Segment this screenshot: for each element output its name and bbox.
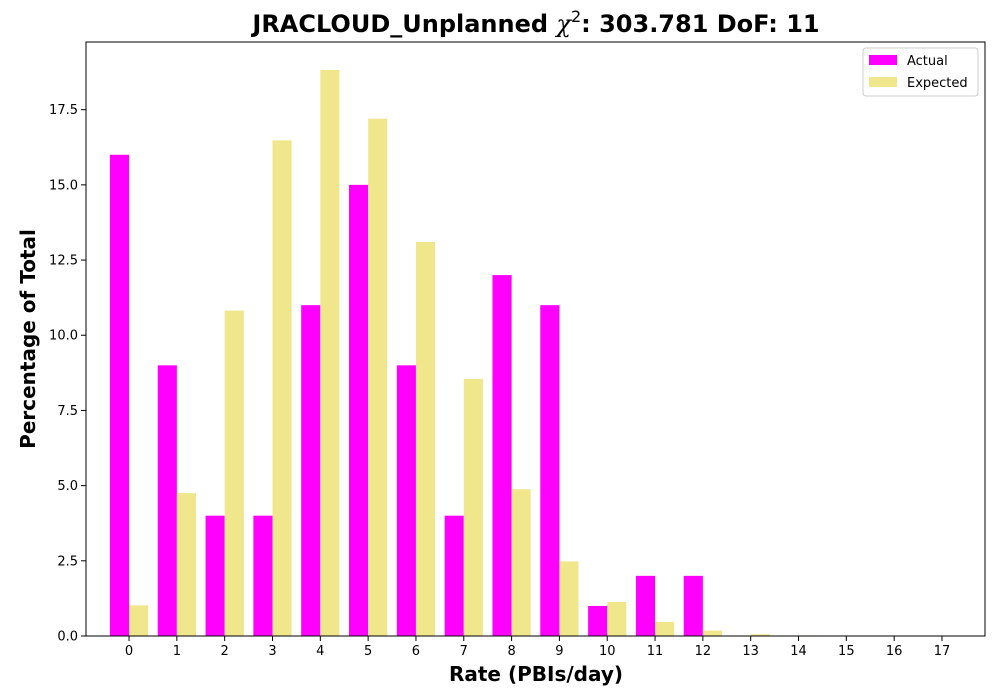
bar-expected-13 xyxy=(750,634,770,636)
bar-expected-7 xyxy=(463,378,483,636)
y-tick-label-5.0: 5.0 xyxy=(57,479,78,494)
bar-expected-0 xyxy=(129,605,149,636)
bar-actual-3 xyxy=(253,515,273,636)
legend-label-expected: Expected xyxy=(907,76,968,91)
x-tick-label-3: 3 xyxy=(268,644,276,659)
bar-expected-8 xyxy=(511,489,531,636)
bar-expected-6 xyxy=(415,242,436,636)
x-tick-label-13: 13 xyxy=(742,644,759,659)
x-axis-ticks: 0 1 2 3 4 5 6 7 8 9 10 11 12 13 14 15 16 17 xyxy=(125,636,950,659)
y-tick-label-15.0: 15.0 xyxy=(49,178,78,193)
bar-actual-11 xyxy=(635,575,656,636)
bar-actual-12 xyxy=(683,575,703,636)
bar-expected-2 xyxy=(224,310,244,636)
y-axis-ticks: 0.0 2.5 5.0 7.5 10.0 12.5 15.0 17.5 xyxy=(49,103,86,645)
legend-swatch-actual xyxy=(869,55,897,65)
x-tick-label-1: 1 xyxy=(173,644,181,659)
x-tick-label-7: 7 xyxy=(460,644,468,659)
bar-actual-10 xyxy=(588,605,608,636)
bar-actual-7 xyxy=(444,515,464,636)
bar-actual-8 xyxy=(492,275,512,636)
bar-expected-9 xyxy=(559,561,579,636)
y-tick-label-2.5: 2.5 xyxy=(57,554,78,569)
bar-actual-5 xyxy=(349,184,369,637)
x-tick-label-9: 9 xyxy=(555,644,563,659)
x-tick-label-10: 10 xyxy=(599,644,616,659)
title-superscript: 2 xyxy=(571,7,581,26)
bars-layer xyxy=(109,69,866,637)
x-tick-label-6: 6 xyxy=(412,644,420,659)
bar-actual-1 xyxy=(157,365,177,636)
x-tick-label-0: 0 xyxy=(125,644,133,659)
x-tick-label-11: 11 xyxy=(647,644,664,659)
title-prefix: JRACLOUD_Unplanned xyxy=(250,10,556,38)
bar-actual-4 xyxy=(301,305,321,636)
bar-expected-12 xyxy=(702,630,722,636)
legend-label-actual: Actual xyxy=(907,54,948,69)
bar-expected-5 xyxy=(368,118,388,636)
x-tick-label-17: 17 xyxy=(934,644,951,659)
x-tick-label-14: 14 xyxy=(790,644,807,659)
y-tick-label-7.5: 7.5 xyxy=(57,404,78,419)
x-tick-label-12: 12 xyxy=(695,644,712,659)
y-axis-label: Percentage of Total xyxy=(16,229,40,449)
x-tick-label-2: 2 xyxy=(221,644,229,659)
bar-actual-0 xyxy=(109,154,130,636)
chart-title: JRACLOUD_Unplanned χ2: 303.781 DoF: 11 xyxy=(250,7,819,38)
bar-expected-1 xyxy=(176,493,196,636)
x-tick-label-16: 16 xyxy=(886,644,903,659)
x-tick-label-4: 4 xyxy=(316,644,324,659)
bar-actual-9 xyxy=(540,305,560,636)
title-chi: χ xyxy=(554,10,572,38)
x-tick-label-15: 15 xyxy=(838,644,855,659)
x-axis-label: Rate (PBIs/day) xyxy=(449,662,623,686)
bar-expected-10 xyxy=(607,602,627,636)
x-tick-label-8: 8 xyxy=(507,644,515,659)
bar-actual-2 xyxy=(205,515,225,636)
title-suffix: : 303.781 DoF: 11 xyxy=(581,10,819,38)
legend-swatch-expected xyxy=(869,77,897,87)
bar-expected-4 xyxy=(320,69,340,637)
legend: Actual Expected xyxy=(862,47,979,97)
y-tick-label-10.0: 10.0 xyxy=(49,329,78,344)
bar-expected-3 xyxy=(272,140,292,636)
x-tick-label-5: 5 xyxy=(364,644,372,659)
plot-frame xyxy=(85,41,986,637)
y-tick-label-0.0: 0.0 xyxy=(57,630,78,645)
y-tick-label-12.5: 12.5 xyxy=(49,254,78,269)
bar-expected-11 xyxy=(655,621,675,636)
y-tick-label-17.5: 17.5 xyxy=(49,103,78,118)
bar-actual-6 xyxy=(396,365,416,636)
